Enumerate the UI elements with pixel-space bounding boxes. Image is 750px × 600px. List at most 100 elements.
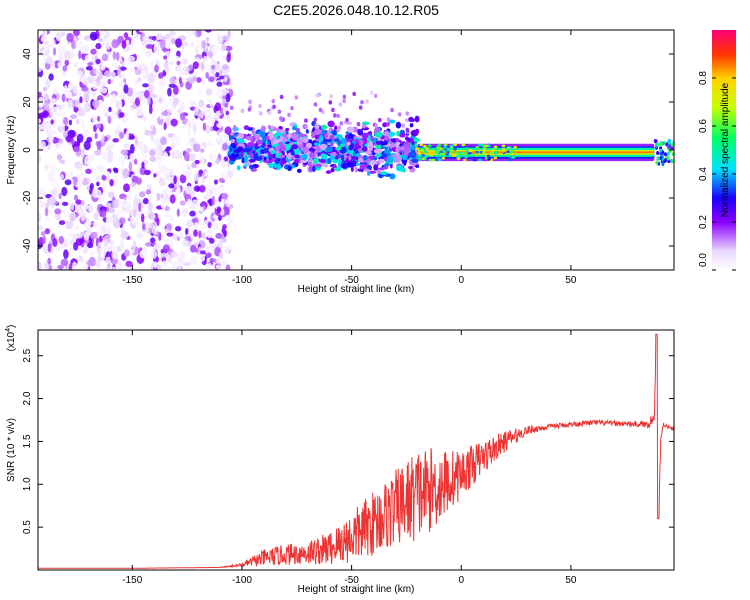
spectrogram-cell <box>279 135 283 142</box>
spectrogram-cell <box>207 162 212 168</box>
spectrogram-cell <box>107 225 112 236</box>
spectrogram-cell <box>58 138 64 144</box>
spectrogram-cell <box>153 44 160 55</box>
spectrogram-cell <box>88 203 94 214</box>
spectrogram-cell <box>38 43 43 49</box>
colorbar-tick-label: 0.8 <box>698 71 709 85</box>
spectrogram-cell <box>458 151 463 155</box>
spectrogram-cell <box>224 114 230 120</box>
spectrogram-cell <box>110 141 116 147</box>
spectrogram-cell <box>64 210 70 218</box>
spectrogram-cell <box>211 195 216 205</box>
spectrogram-cell <box>141 161 145 169</box>
spectrogram-cell <box>287 133 292 139</box>
spectrogram-cell <box>176 60 181 66</box>
spectrogram-cell <box>83 103 88 110</box>
spectrogram-cell <box>195 47 199 55</box>
spectrogram-cell <box>176 236 180 241</box>
spectrogram-cell <box>375 143 382 151</box>
spectrogram-cell <box>420 149 425 152</box>
spectrogram-cell <box>48 73 54 81</box>
spectrogram-cell <box>101 134 105 144</box>
spectrogram-cell <box>168 61 174 65</box>
spectrogram-cell <box>167 254 172 263</box>
colorbar-label: Normalized spectral amplitude <box>720 82 731 217</box>
spectrogram-cell <box>134 192 138 203</box>
spectrogram-cell <box>482 147 487 151</box>
spectrogram-cell <box>110 114 118 120</box>
spectrogram-cell <box>276 127 280 133</box>
spectrogram-cell <box>120 149 129 156</box>
spectrogram-cell <box>409 123 414 128</box>
spectrogram-cell <box>111 250 118 260</box>
spectrogram-cell <box>208 154 217 159</box>
spectrogram-cell <box>56 108 61 118</box>
spectrogram-cell <box>158 72 164 79</box>
spectrogram-cell <box>408 151 417 159</box>
spectrogram-cell <box>57 154 62 162</box>
spectrogram-cell <box>86 185 91 191</box>
spectrogram-cell <box>204 65 211 72</box>
spectrogram-cell <box>55 244 63 252</box>
spectrogram-cell <box>236 138 244 143</box>
spectrogram-cell <box>202 232 206 240</box>
spectrogram-cell <box>109 179 114 187</box>
spectrogram-cell <box>154 64 159 73</box>
spectrogram-cell <box>190 244 197 253</box>
spectrogram-cell <box>67 82 73 90</box>
spectrogram-cell <box>364 168 370 172</box>
spectrogram-cell <box>101 106 108 111</box>
spectrogram-cell <box>92 80 98 91</box>
spectrogram-cell <box>142 44 147 52</box>
spectrogram-cell <box>278 154 286 159</box>
spectrogram-cell <box>164 205 170 212</box>
spectrogram-cell <box>386 157 394 163</box>
spectrogram-cell <box>57 44 66 53</box>
spectrogram-cell <box>395 121 402 129</box>
spectrogram-cell <box>216 206 222 213</box>
spectrogram-cell <box>183 151 190 162</box>
spectrogram-cell <box>671 152 674 157</box>
spectrogram-cell <box>670 143 674 148</box>
spectrogram-cell <box>164 117 172 126</box>
spectrogram-cell <box>192 61 199 70</box>
spectrogram-cell <box>158 181 167 186</box>
spectrogram-cell <box>312 165 316 173</box>
spectrogram-cell <box>75 180 83 189</box>
spectrogram-cell <box>362 146 368 152</box>
spectrogram-cell <box>69 169 73 178</box>
spectrogram-cell <box>357 157 364 163</box>
spectrogram-cell <box>356 122 361 127</box>
spectrogram-cell <box>127 190 133 201</box>
spectrogram-cell <box>285 128 290 131</box>
spectrogram-cell <box>106 51 112 56</box>
spectrogram-y-tick-label: 40 <box>22 48 33 60</box>
spectrogram-cell <box>151 225 158 235</box>
spectrogram-cell <box>330 167 335 173</box>
spectrogram-cell <box>314 164 322 167</box>
spectrogram-cell <box>359 139 364 146</box>
spectrogram-cell <box>340 137 347 144</box>
spectrogram-cell <box>38 118 42 124</box>
spectrogram-cell <box>377 136 382 142</box>
spectrogram-cell <box>48 264 53 270</box>
spectrogram-cell <box>299 159 308 164</box>
spectrogram-cell <box>159 39 166 49</box>
spectrogram-cell <box>73 30 80 37</box>
spectrogram-cell <box>52 47 57 56</box>
spectrogram-cell <box>150 237 156 244</box>
spectrogram-cell <box>74 225 80 232</box>
spectrogram-cell <box>248 159 256 163</box>
spectrogram-cell <box>354 143 360 150</box>
spectrogram-cell <box>425 146 429 150</box>
spectrogram-cell <box>73 62 79 68</box>
spectrogram-cell <box>76 110 85 117</box>
spectrogram-cell <box>204 219 209 224</box>
spectrogram-cell <box>306 142 312 148</box>
spectrogram-cell <box>336 154 342 158</box>
spectrogram-cell <box>182 239 189 247</box>
spectrogram-cell <box>164 66 170 73</box>
spectrogram-cell <box>163 122 167 131</box>
spectrogram-cell <box>118 198 126 204</box>
spectrogram-cell <box>179 200 186 206</box>
